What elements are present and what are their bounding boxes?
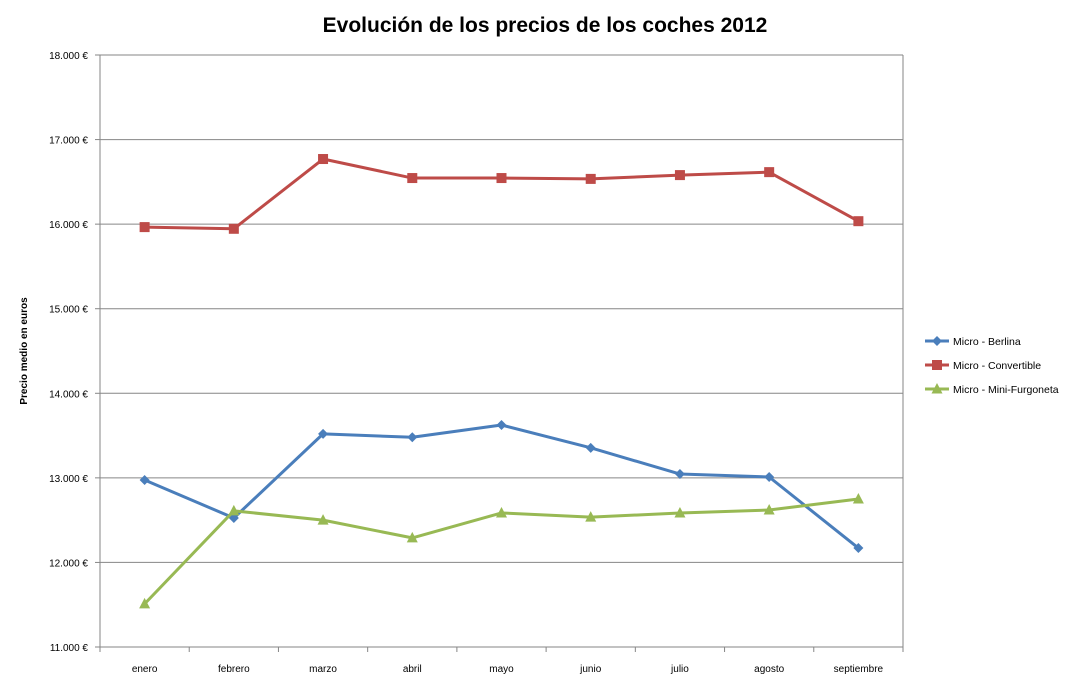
data-point-triangle bbox=[406, 531, 418, 543]
legend-item: Micro - Convertible bbox=[925, 360, 1041, 372]
y-tick-label: 15.000 € bbox=[49, 305, 88, 316]
data-point-square bbox=[318, 154, 329, 165]
legend-label: Micro - Mini-Furgoneta bbox=[953, 384, 1059, 396]
y-tick-label: 14.000 € bbox=[49, 389, 88, 400]
data-point-triangle bbox=[496, 506, 507, 518]
series-triangle bbox=[139, 493, 864, 609]
x-tick-label: agosto bbox=[754, 664, 784, 675]
data-point-triangle bbox=[585, 511, 597, 522]
series-line bbox=[144, 157, 860, 231]
y-tick-label: 16.000 € bbox=[49, 220, 88, 231]
data-point-triangle bbox=[139, 597, 151, 609]
x-tick-label: febrero bbox=[218, 664, 250, 675]
data-point-square bbox=[932, 360, 942, 370]
y-axis-label: Precio medio en euros bbox=[19, 297, 30, 405]
data-point-square bbox=[585, 173, 596, 184]
data-point-square bbox=[228, 223, 239, 234]
data-point-square bbox=[496, 173, 507, 184]
x-tick-label: julio bbox=[670, 664, 689, 675]
data-point-diamond bbox=[318, 428, 329, 439]
x-tick-label: enero bbox=[132, 664, 158, 675]
chart-title: Evolución de los precios de los coches 2… bbox=[323, 14, 768, 37]
series-diamond bbox=[139, 420, 864, 554]
y-tick-label: 12.000 € bbox=[49, 558, 88, 569]
legend-label: Micro - Convertible bbox=[953, 360, 1041, 372]
y-tick-label: 17.000 € bbox=[49, 136, 88, 147]
data-point-diamond bbox=[674, 469, 685, 480]
data-point-diamond bbox=[585, 442, 596, 453]
data-point-square bbox=[853, 216, 864, 227]
data-point-square bbox=[139, 222, 150, 233]
legend-label: Micro - Berlina bbox=[953, 336, 1021, 348]
y-tick-label: 11.000 € bbox=[50, 643, 89, 654]
x-tick-label: mayo bbox=[489, 664, 514, 675]
data-point-square bbox=[407, 173, 418, 184]
series-square bbox=[139, 154, 864, 234]
data-point-triangle bbox=[317, 514, 329, 525]
legend-item: Micro - Berlina bbox=[925, 336, 1021, 348]
x-tick-label: marzo bbox=[309, 664, 337, 675]
data-point-square bbox=[764, 167, 775, 178]
data-point-triangle bbox=[852, 493, 864, 504]
data-point-diamond bbox=[853, 543, 864, 554]
data-point-diamond bbox=[407, 432, 418, 443]
legend-item: Micro - Mini-Furgoneta bbox=[925, 383, 1059, 396]
x-tick-label: septiembre bbox=[834, 664, 884, 675]
data-point-diamond bbox=[139, 474, 150, 485]
data-point-diamond bbox=[764, 472, 775, 483]
data-point-triangle bbox=[763, 503, 775, 515]
x-tick-label: junio bbox=[579, 664, 602, 675]
x-tick-label: abril bbox=[403, 664, 422, 675]
data-point-triangle bbox=[931, 383, 943, 394]
data-point-triangle bbox=[228, 504, 240, 516]
data-point-square bbox=[674, 170, 685, 181]
series-line bbox=[144, 423, 860, 550]
y-tick-label: 18.000 € bbox=[49, 51, 88, 62]
data-point-diamond bbox=[932, 336, 942, 346]
y-tick-label: 13.000 € bbox=[49, 474, 88, 485]
data-point-diamond bbox=[496, 420, 507, 430]
data-point-triangle bbox=[674, 506, 686, 518]
